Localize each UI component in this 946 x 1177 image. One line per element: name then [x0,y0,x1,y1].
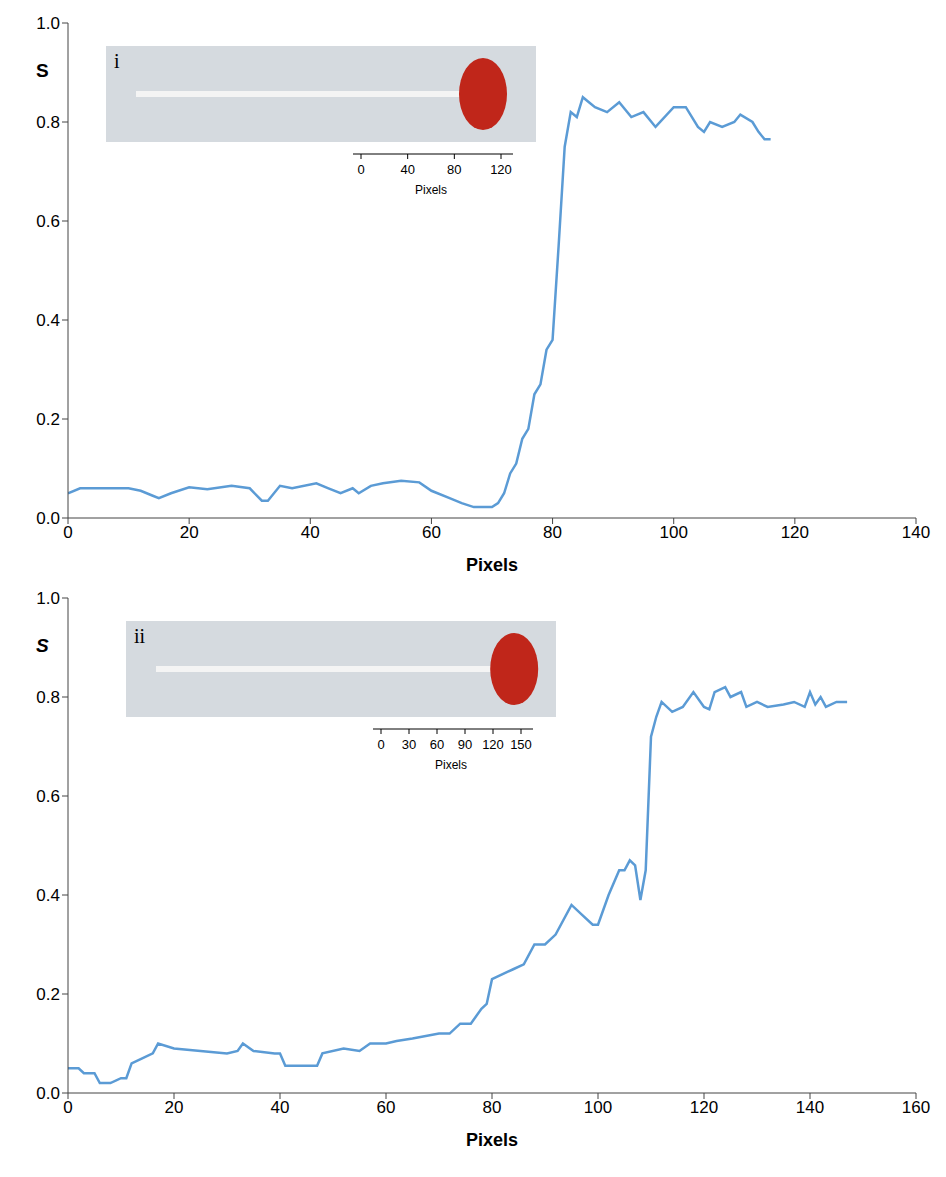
svg-text:Pixels: Pixels [466,1130,518,1150]
svg-text:ii: ii [134,625,146,647]
svg-text:Pixels: Pixels [466,555,518,575]
svg-text:0.2: 0.2 [36,985,60,1004]
svg-text:140: 140 [902,523,930,542]
svg-text:0.6: 0.6 [36,787,60,806]
svg-text:100: 100 [660,523,688,542]
svg-text:60: 60 [430,737,444,752]
svg-text:0: 0 [63,523,72,542]
svg-text:0.8: 0.8 [36,113,60,132]
svg-text:0: 0 [377,737,384,752]
html-text:S: S [36,635,49,656]
svg-text:Pixels: Pixels [415,183,447,197]
svg-text:80: 80 [447,162,461,177]
svg-text:0: 0 [63,1098,72,1117]
svg-text:120: 120 [690,1098,718,1117]
svg-text:1.0: 1.0 [36,14,60,33]
svg-text:0.0: 0.0 [36,1084,60,1103]
html-text:S: S [36,60,49,81]
svg-text:Pixels: Pixels [435,758,467,772]
svg-text:40: 40 [400,162,414,177]
svg-text:i: i [114,50,120,72]
svg-text:20: 20 [165,1098,184,1117]
svg-text:20: 20 [180,523,199,542]
svg-text:150: 150 [510,737,532,752]
svg-text:90: 90 [458,737,472,752]
svg-text:30: 30 [402,737,416,752]
svg-text:0.4: 0.4 [36,311,60,330]
svg-text:0: 0 [357,162,364,177]
svg-text:80: 80 [543,523,562,542]
svg-text:60: 60 [377,1098,396,1117]
svg-text:140: 140 [796,1098,824,1117]
svg-text:100: 100 [584,1098,612,1117]
svg-text:160: 160 [902,1098,930,1117]
svg-text:0.2: 0.2 [36,410,60,429]
svg-text:0.4: 0.4 [36,886,60,905]
svg-text:80: 80 [483,1098,502,1117]
svg-text:0.8: 0.8 [36,688,60,707]
svg-text:120: 120 [781,523,809,542]
svg-text:0.0: 0.0 [36,509,60,528]
svg-text:40: 40 [271,1098,290,1117]
svg-text:120: 120 [482,737,504,752]
svg-text:120: 120 [490,162,512,177]
svg-text:60: 60 [422,523,441,542]
svg-text:40: 40 [301,523,320,542]
svg-text:0.6: 0.6 [36,212,60,231]
svg-text:1.0: 1.0 [36,589,60,608]
